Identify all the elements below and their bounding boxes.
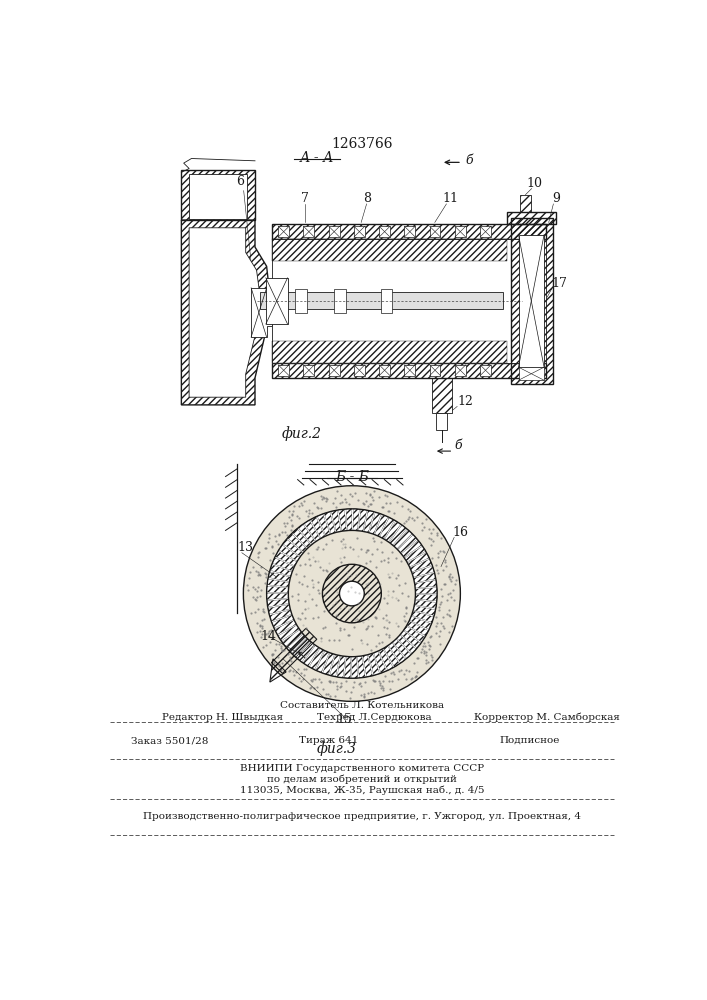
- Bar: [379, 365, 390, 376]
- Bar: [272, 239, 507, 261]
- Bar: [354, 365, 365, 376]
- Bar: [260, 292, 503, 309]
- Bar: [354, 226, 365, 237]
- Bar: [431, 378, 452, 413]
- Text: А - А: А - А: [300, 151, 334, 165]
- Bar: [404, 226, 415, 237]
- Circle shape: [339, 581, 364, 606]
- Text: Заказ 5501/28: Заказ 5501/28: [131, 736, 209, 745]
- Bar: [296, 289, 307, 313]
- Bar: [480, 226, 491, 237]
- Text: 12: 12: [457, 395, 473, 408]
- Text: Составитель Л. Котельникова: Составитель Л. Котельникова: [280, 701, 444, 710]
- Bar: [329, 365, 339, 376]
- Bar: [430, 365, 440, 376]
- Bar: [334, 289, 346, 313]
- Bar: [520, 195, 531, 212]
- Text: 6: 6: [235, 175, 244, 188]
- Bar: [272, 224, 546, 239]
- Bar: [455, 365, 466, 376]
- Bar: [329, 226, 339, 237]
- Bar: [480, 365, 491, 376]
- Text: Б - Б: Б - Б: [335, 470, 369, 484]
- Bar: [272, 363, 546, 378]
- Text: б: б: [465, 154, 473, 167]
- Polygon shape: [251, 288, 272, 337]
- Bar: [436, 413, 447, 430]
- Bar: [279, 226, 289, 237]
- Text: 7: 7: [301, 192, 310, 205]
- Polygon shape: [189, 174, 247, 219]
- Circle shape: [288, 530, 416, 657]
- Bar: [455, 226, 466, 237]
- Circle shape: [243, 486, 460, 701]
- Text: 11: 11: [443, 192, 459, 205]
- Text: по делам изобретений и открытий: по делам изобретений и открытий: [267, 774, 457, 784]
- Text: 14: 14: [260, 630, 276, 643]
- Text: б: б: [455, 439, 462, 452]
- Text: Редактор Н. Швыдкая: Редактор Н. Швыдкая: [162, 713, 283, 722]
- Text: фиг.2: фиг.2: [281, 426, 322, 441]
- Bar: [279, 365, 289, 376]
- Bar: [507, 212, 556, 224]
- Text: 113035, Москва, Ж-35, Раушская наб., д. 4/5: 113035, Москва, Ж-35, Раушская наб., д. …: [240, 785, 484, 795]
- Text: 1263766: 1263766: [331, 137, 392, 151]
- Text: Корректор М. Самборская: Корректор М. Самборская: [474, 713, 619, 722]
- Text: 16: 16: [452, 526, 469, 539]
- Text: Подписное: Подписное: [499, 736, 559, 745]
- Text: 9: 9: [552, 192, 560, 205]
- Text: 8: 8: [363, 192, 371, 205]
- Bar: [303, 226, 315, 237]
- Bar: [518, 367, 544, 380]
- Bar: [272, 239, 546, 363]
- Text: фиг.3: фиг.3: [316, 741, 356, 756]
- Text: 15: 15: [337, 713, 352, 726]
- Bar: [518, 235, 544, 367]
- Text: Техред Л.Сердюкова: Техред Л.Сердюкова: [317, 713, 432, 722]
- Bar: [379, 226, 390, 237]
- Text: 17: 17: [552, 277, 568, 290]
- Polygon shape: [189, 228, 261, 397]
- Bar: [404, 365, 415, 376]
- Bar: [303, 365, 315, 376]
- Bar: [272, 341, 507, 363]
- Text: 13: 13: [237, 541, 253, 554]
- Text: 10: 10: [526, 177, 542, 190]
- Circle shape: [267, 509, 437, 678]
- Bar: [380, 289, 392, 313]
- Text: Тираж 641: Тираж 641: [299, 736, 358, 745]
- Bar: [510, 218, 554, 384]
- Text: ВНИИПИ Государственного комитета СССР: ВНИИПИ Государственного комитета СССР: [240, 764, 484, 773]
- Text: Производственно-полиграфическое предприятие, г. Ужгород, ул. Проектная, 4: Производственно-полиграфическое предприя…: [143, 812, 581, 821]
- Bar: [430, 226, 440, 237]
- Bar: [266, 278, 288, 324]
